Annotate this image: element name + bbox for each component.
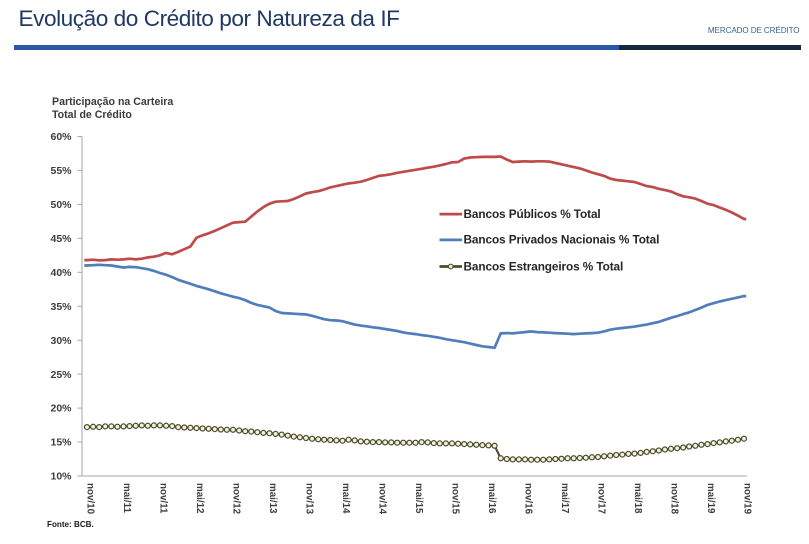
svg-text:nov/10: nov/10 xyxy=(85,483,96,515)
svg-text:35%: 35% xyxy=(50,301,72,313)
svg-text:Bancos Públicos % Total: Bancos Públicos % Total xyxy=(464,207,601,221)
svg-text:mai/15: mai/15 xyxy=(413,483,424,514)
svg-text:40%: 40% xyxy=(50,267,72,279)
svg-text:20%: 20% xyxy=(50,403,72,415)
svg-text:55%: 55% xyxy=(50,165,72,177)
svg-text:nov/18: nov/18 xyxy=(669,483,680,515)
svg-text:Bancos Estrangeiros % Total: Bancos Estrangeiros % Total xyxy=(464,259,624,273)
svg-text:25%: 25% xyxy=(50,369,72,381)
svg-text:nov/13: nov/13 xyxy=(304,483,315,515)
svg-text:30%: 30% xyxy=(50,335,72,347)
svg-text:nov/11: nov/11 xyxy=(158,483,169,514)
svg-text:10%: 10% xyxy=(50,471,72,483)
svg-text:45%: 45% xyxy=(50,233,72,245)
svg-text:nov/17: nov/17 xyxy=(596,483,607,515)
svg-text:Bancos Privados Nacionais % To: Bancos Privados Nacionais % Total xyxy=(464,233,660,247)
svg-text:mai/17: mai/17 xyxy=(559,483,570,514)
svg-text:60%: 60% xyxy=(50,131,72,143)
svg-text:mai/11: mai/11 xyxy=(121,483,132,514)
svg-text:50%: 50% xyxy=(50,199,72,211)
svg-text:nov/19: nov/19 xyxy=(742,483,753,515)
svg-text:nov/15: nov/15 xyxy=(450,483,461,515)
svg-text:nov/14: nov/14 xyxy=(377,483,388,515)
svg-text:mai/19: mai/19 xyxy=(705,483,716,514)
svg-text:mai/12: mai/12 xyxy=(194,483,205,514)
svg-text:nov/12: nov/12 xyxy=(231,483,242,515)
svg-text:15%: 15% xyxy=(50,437,72,449)
svg-text:mai/18: mai/18 xyxy=(632,483,643,514)
svg-text:mai/14: mai/14 xyxy=(340,483,351,514)
svg-text:nov/16: nov/16 xyxy=(523,483,534,515)
svg-text:mai/13: mai/13 xyxy=(267,483,278,514)
svg-text:mai/16: mai/16 xyxy=(486,483,497,514)
